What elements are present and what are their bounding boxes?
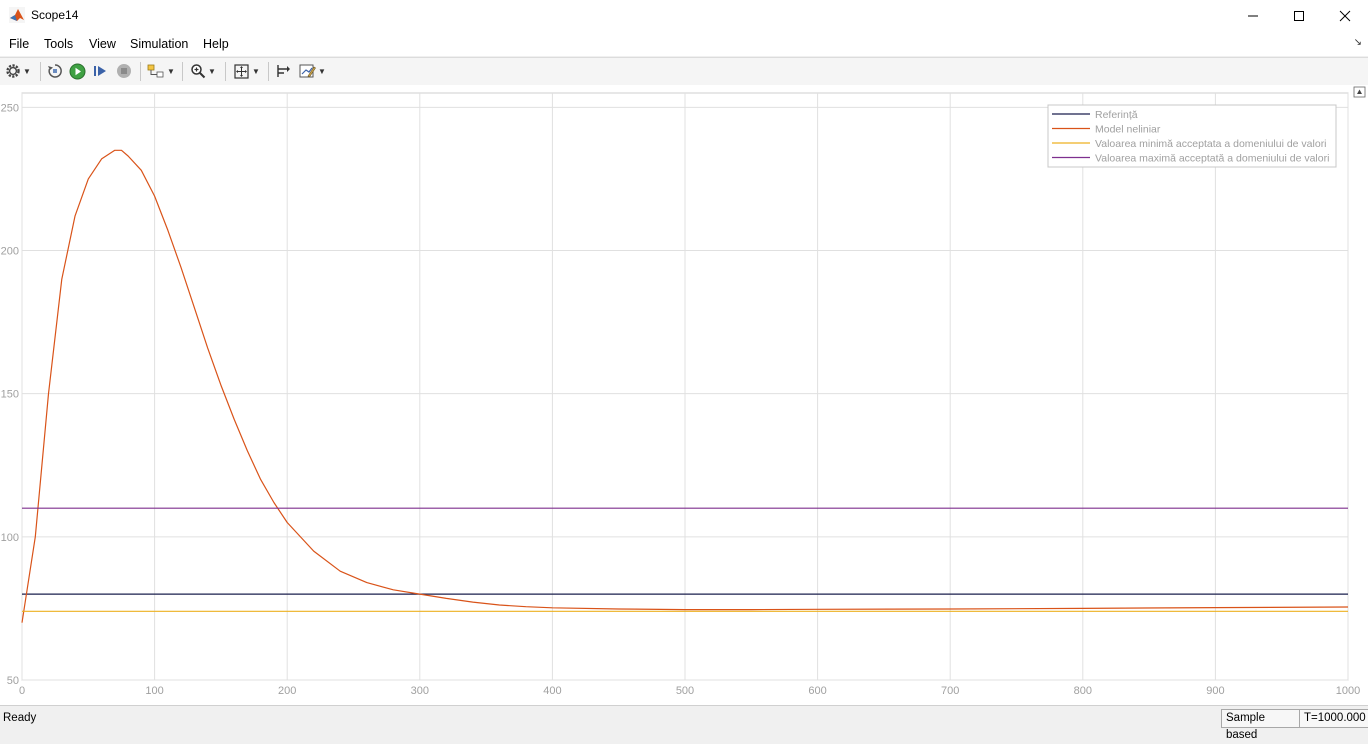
- fit-to-view-icon: [234, 63, 249, 79]
- stop-icon: [117, 64, 131, 78]
- window-title: Scope14: [31, 8, 79, 22]
- gear-icon: [6, 64, 20, 78]
- x-tick-label: 400: [543, 685, 561, 697]
- x-tick-label: 500: [676, 685, 694, 697]
- zoom-button[interactable]: ▼: [190, 61, 216, 81]
- maximize-button[interactable]: [1276, 0, 1322, 31]
- chevron-down-icon: ▼: [318, 66, 326, 76]
- menu-simulation[interactable]: Simulation: [130, 37, 189, 51]
- legend[interactable]: Referință Model neliniar Valoarea minimă a…: [1047, 104, 1337, 168]
- x-tick-label: 300: [411, 685, 429, 697]
- x-tick-label: 800: [1074, 685, 1092, 697]
- toolbar-separator: [140, 62, 141, 81]
- restore-icon: [48, 64, 62, 78]
- menu-tools[interactable]: Tools: [44, 37, 74, 51]
- minimize-button[interactable]: [1230, 0, 1276, 31]
- undock-axes-arrow-icon: [1357, 89, 1362, 94]
- legend-label: Valoarea maximă acceptată a domeniului d…: [1095, 153, 1329, 165]
- zoom-in-icon: [191, 64, 206, 79]
- legend-label: Model neliniar: [1095, 124, 1161, 136]
- step-forward-button[interactable]: [92, 61, 108, 81]
- toolbar-separator: [225, 62, 226, 81]
- run-button[interactable]: [69, 61, 86, 81]
- chevron-down-icon: ▼: [208, 66, 216, 76]
- legend-label: Valoarea minimă acceptata a domeniului d…: [1095, 138, 1327, 150]
- tick-labels-layer: 0 100 200 300 400 500 600 700 800 900 1000 50 100 150…: [1, 102, 1361, 697]
- menu-view[interactable]: View: [89, 37, 116, 51]
- highlight-simulink-block-button[interactable]: ▼: [147, 61, 175, 81]
- style-button[interactable]: ▼: [299, 61, 326, 81]
- undock-arrow-icon[interactable]: ↘: [1353, 37, 1362, 48]
- y-tick-label: 150: [1, 389, 19, 401]
- grid-layer: [21, 92, 1349, 681]
- x-tick-label: 600: [808, 685, 826, 697]
- menu-help[interactable]: Help: [203, 37, 229, 51]
- cursor-measurements-icon: [277, 65, 290, 77]
- legend-label: Referință: [1095, 109, 1138, 121]
- x-tick-label: 0: [19, 685, 25, 697]
- stop-button[interactable]: [116, 61, 132, 81]
- close-button[interactable]: [1322, 0, 1368, 31]
- cursor-measurements-button[interactable]: [275, 61, 291, 81]
- style-icon: [299, 64, 316, 78]
- y-tick-label: 200: [1, 245, 19, 257]
- run-icon: [69, 63, 86, 79]
- menu-file[interactable]: File: [9, 37, 30, 51]
- series-layer: [21, 149, 1349, 623]
- toolbar-separator: [182, 62, 183, 81]
- restore-button[interactable]: [47, 61, 63, 81]
- toolbar: ▼ ▼: [0, 57, 1368, 86]
- maximize-icon: [1294, 10, 1304, 21]
- title-bar: Scope14: [0, 0, 1368, 31]
- y-tick-label: 100: [1, 532, 19, 544]
- configuration-properties-button[interactable]: ▼: [5, 61, 31, 81]
- minimize-icon: [1248, 15, 1258, 16]
- status-text: Ready: [3, 712, 37, 724]
- chevron-down-icon: ▼: [252, 66, 260, 76]
- x-tick-label: 200: [278, 685, 296, 697]
- toolbar-separator: [268, 62, 269, 81]
- matlab-logo-icon: [9, 7, 25, 23]
- x-tick-label: 700: [941, 685, 959, 697]
- highlight-block-icon: [147, 64, 164, 78]
- scope-chart[interactable]: 0 100 200 300 400 500 600 700 800 900 1000 50 100 150…: [0, 85, 1368, 705]
- series-line-1: [21, 149, 1349, 623]
- scale-axes-button[interactable]: ▼: [233, 61, 260, 81]
- toolbar-separator: [40, 62, 41, 81]
- legend-box[interactable]: [1047, 104, 1337, 168]
- x-tick-label: 900: [1206, 685, 1224, 697]
- close-icon: [1339, 10, 1351, 21]
- x-tick-label: 100: [145, 685, 163, 697]
- sample-mode-indicator: Sample based: [1221, 709, 1301, 741]
- status-bar: Ready Sample based T=1000.000: [0, 705, 1368, 741]
- y-tick-label: 250: [1, 102, 19, 114]
- step-forward-icon: [94, 66, 106, 76]
- x-tick-label: 1000: [1336, 685, 1360, 697]
- scope-display[interactable]: 0 100 200 300 400 500 600 700 800 900 1000 50 100 150…: [0, 85, 1368, 705]
- undock-axes-button[interactable]: [1353, 86, 1366, 98]
- simulation-time-indicator: T=1000.000: [1299, 709, 1368, 728]
- chevron-down-icon: ▼: [167, 66, 175, 76]
- chevron-down-icon: ▼: [23, 66, 31, 76]
- y-tick-label: 50: [7, 675, 19, 687]
- menu-bar: File Tools View Simulation Help ↘: [0, 31, 1368, 56]
